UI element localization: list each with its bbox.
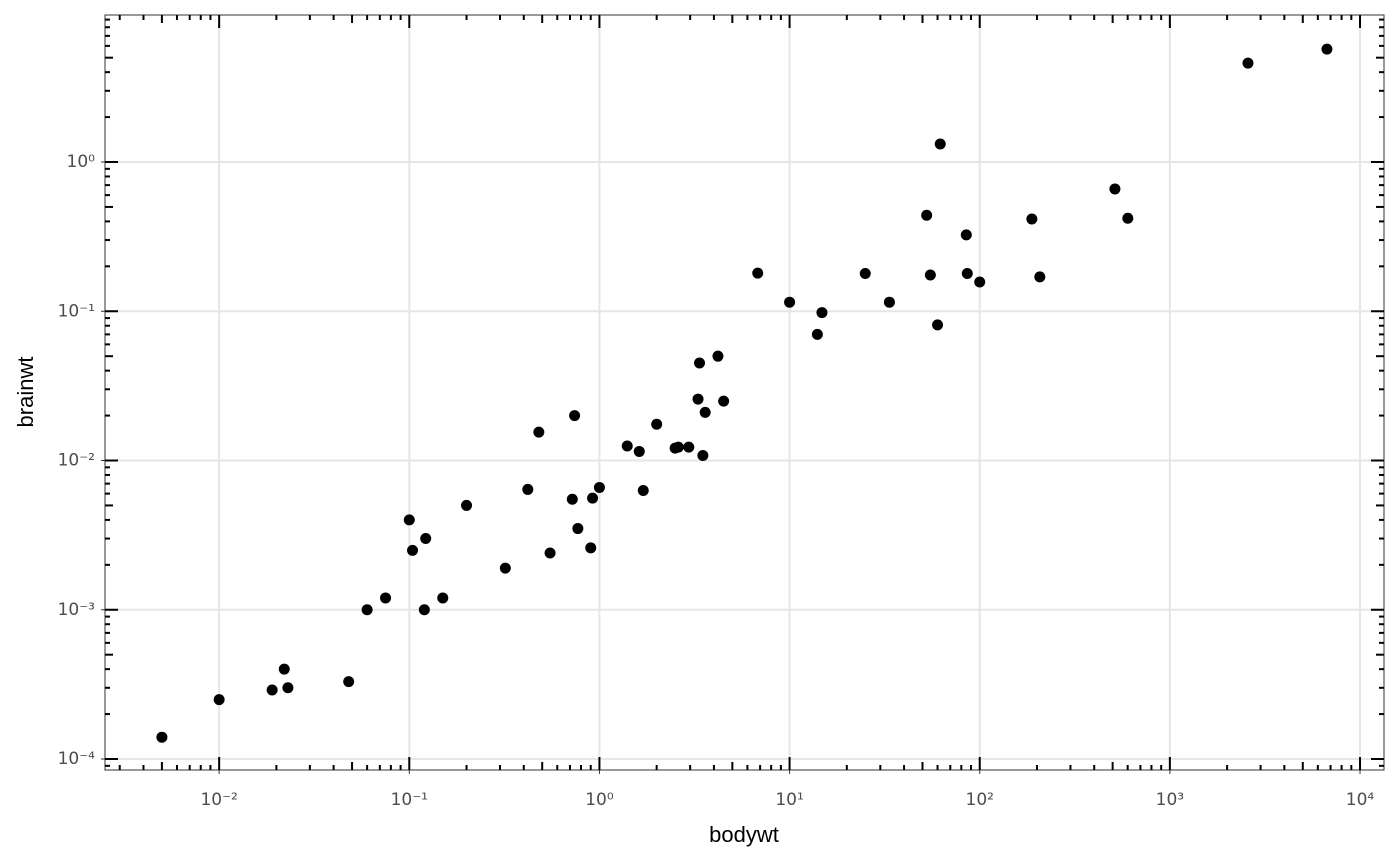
y-tick-label: 10⁻³ — [58, 600, 95, 620]
point — [266, 684, 278, 696]
point — [533, 426, 545, 438]
point — [407, 544, 419, 556]
point — [1109, 183, 1121, 195]
point — [156, 731, 168, 743]
point — [637, 484, 649, 496]
point — [816, 307, 828, 319]
point — [811, 328, 823, 340]
point — [718, 395, 730, 407]
point — [921, 209, 933, 221]
x-tick-label: 10¹ — [775, 790, 803, 810]
point — [282, 682, 294, 694]
point — [692, 393, 704, 405]
point — [934, 138, 946, 150]
point — [278, 663, 290, 675]
point — [1026, 213, 1038, 225]
point — [694, 357, 706, 369]
point — [361, 604, 373, 616]
point — [883, 296, 895, 308]
point — [593, 481, 605, 493]
point — [418, 604, 430, 616]
point — [380, 592, 392, 604]
point — [621, 440, 633, 452]
point — [932, 319, 944, 331]
point — [403, 514, 415, 526]
point — [859, 268, 871, 280]
y-tick-label: 10⁻⁴ — [58, 749, 96, 769]
x-tick-label: 10² — [966, 790, 994, 810]
point — [633, 445, 645, 457]
point — [343, 676, 355, 688]
point — [572, 523, 584, 535]
point — [699, 406, 711, 418]
point — [585, 542, 597, 554]
point — [961, 268, 973, 280]
point — [651, 418, 663, 430]
x-tick-label: 10⁴ — [1346, 790, 1375, 810]
point — [420, 533, 432, 545]
point — [437, 592, 449, 604]
point — [974, 276, 986, 288]
point — [1321, 43, 1333, 55]
point — [213, 694, 225, 706]
point — [1242, 57, 1254, 69]
y-tick-label: 10⁰ — [67, 152, 96, 172]
point — [960, 229, 972, 241]
point — [1122, 212, 1134, 224]
point — [544, 547, 556, 559]
x-tick-label: 10³ — [1156, 790, 1184, 810]
point — [683, 441, 695, 453]
point — [1034, 271, 1046, 283]
point — [924, 269, 936, 281]
point — [569, 410, 581, 422]
x-axis-title: bodywt — [709, 822, 779, 847]
point — [587, 492, 599, 504]
y-tick-label: 10⁻¹ — [58, 301, 95, 321]
y-axis-title: brainwt — [13, 357, 38, 428]
x-tick-label: 10⁻² — [200, 790, 237, 810]
point — [461, 499, 473, 511]
panel-border — [104, 14, 1385, 771]
x-tick-label: 10⁰ — [585, 790, 614, 810]
point — [672, 441, 684, 453]
point — [752, 267, 764, 279]
x-tick-label: 10⁻¹ — [391, 790, 428, 810]
point — [712, 350, 724, 362]
point — [566, 493, 578, 505]
point — [784, 296, 796, 308]
point — [499, 562, 511, 574]
point — [522, 483, 534, 495]
y-tick-label: 10⁻² — [58, 451, 95, 471]
point — [697, 450, 709, 462]
